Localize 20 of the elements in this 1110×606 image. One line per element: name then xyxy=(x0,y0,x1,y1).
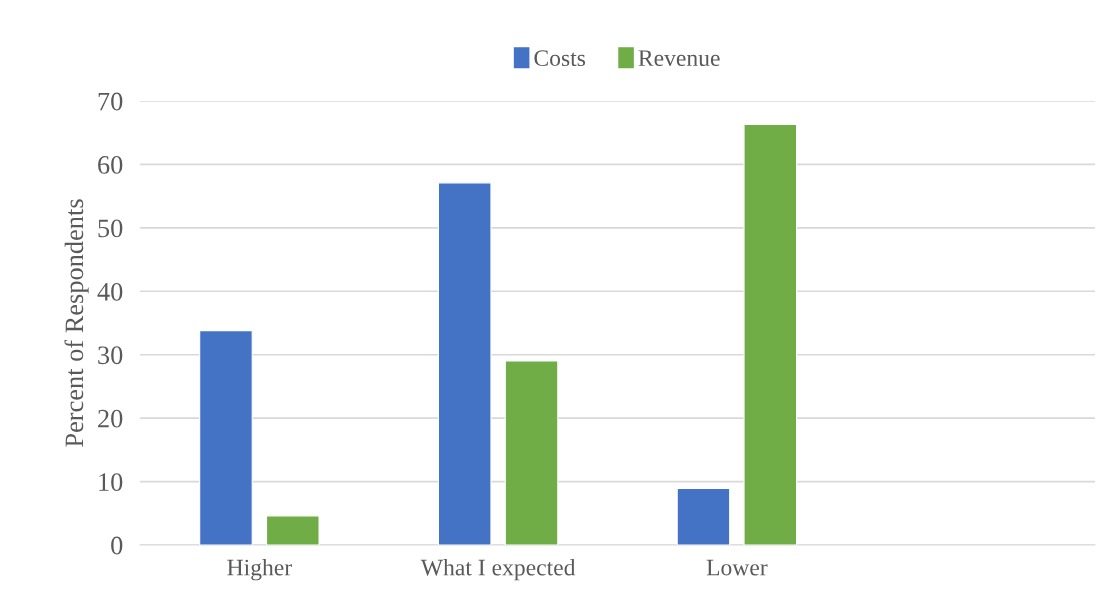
bar xyxy=(676,487,731,545)
bar xyxy=(265,515,320,545)
y-tick-label: 60 xyxy=(98,156,123,174)
legend-label: Revenue xyxy=(638,50,720,67)
y-axis-title: Percent of Respondents xyxy=(64,199,89,447)
bar xyxy=(504,360,559,545)
x-tick-label: What I expected xyxy=(420,558,576,581)
bar xyxy=(437,182,492,545)
y-tick-label: 20 xyxy=(98,409,123,428)
y-tick-label: 10 xyxy=(99,473,123,491)
y-tick-label: 70 xyxy=(98,92,123,111)
x-tick-label: Lower xyxy=(706,559,768,576)
bar xyxy=(743,123,798,545)
bar xyxy=(199,330,253,545)
legend-label: Costs xyxy=(534,50,586,67)
y-tick-label: 50 xyxy=(98,219,123,238)
y-tick-label: 30 xyxy=(98,346,123,365)
y-tick-label: 40 xyxy=(97,282,123,301)
y-tick-label: 0 xyxy=(111,536,123,555)
x-tick-label: Higher xyxy=(227,558,292,581)
